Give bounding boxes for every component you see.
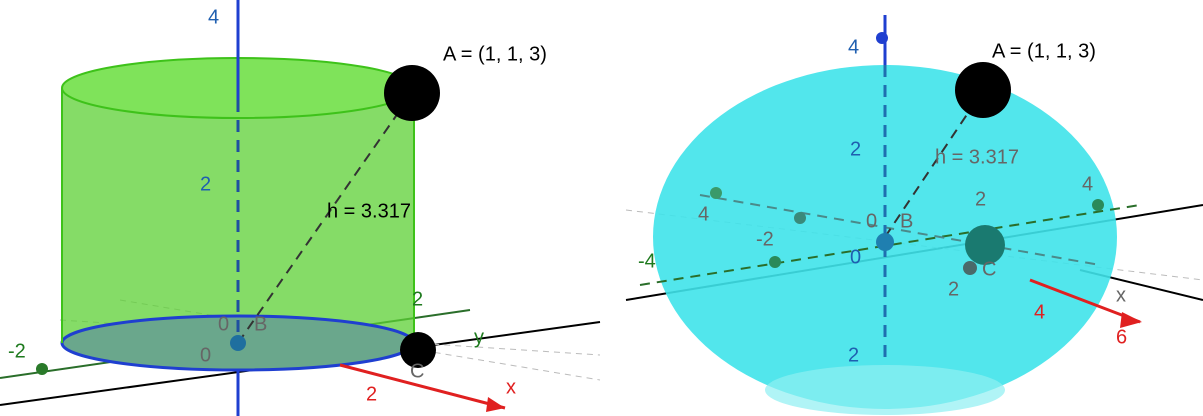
- left-view: 4 A = (1, 1, 3) 2 h = 3.317 2 0 B y -2 0…: [0, 0, 601, 416]
- axis-label: x: [1116, 284, 1126, 306]
- point-a: [384, 65, 440, 121]
- axis-label: 4: [1082, 173, 1093, 195]
- axis-label: 0: [866, 210, 877, 232]
- point-a: [955, 62, 1011, 118]
- axis-label: -4: [638, 250, 656, 272]
- axis-label: 2: [412, 288, 423, 310]
- tick-point: [710, 187, 722, 199]
- tick-point: [794, 212, 806, 224]
- axis-label: y: [474, 326, 484, 348]
- axis-label: 4: [1034, 301, 1045, 323]
- axis-label: 2: [975, 188, 986, 210]
- tick-point: [963, 261, 977, 275]
- segment-label: h = 3.317: [935, 146, 1019, 168]
- axis-label: 4: [698, 203, 709, 225]
- point-label: A = (1, 1, 3): [443, 43, 547, 65]
- point-c: [400, 332, 436, 368]
- axis-label: 0: [200, 344, 211, 366]
- tick-point: [769, 256, 781, 268]
- axis-label: 2: [850, 138, 861, 160]
- segment-h: [884, 94, 981, 238]
- x-axis: [339, 363, 506, 410]
- axis-label: 2: [366, 383, 377, 405]
- point-label: A = (1, 1, 3): [992, 40, 1096, 62]
- tick-point: [36, 363, 48, 375]
- axis-label: 4: [848, 36, 859, 58]
- point-label: C: [410, 360, 424, 382]
- sphere-cap: [765, 365, 1005, 415]
- right-view: 4 A = (1, 1, 3) 2 h = 3.317 4 4 2 -2 0 B…: [625, 15, 1203, 415]
- axis-label: 2: [200, 173, 211, 195]
- axis-label: 4: [208, 6, 219, 28]
- axis-label: 0: [218, 313, 229, 335]
- axis-label: -2: [756, 228, 774, 250]
- tick-point: [876, 32, 888, 44]
- arrow: [1120, 312, 1142, 328]
- point-b: [230, 335, 246, 351]
- arrow: [486, 397, 505, 412]
- axis-label: x: [506, 376, 516, 398]
- axis-label: 0: [850, 246, 861, 268]
- axis-label: -2: [8, 340, 26, 362]
- point-label: C: [982, 258, 996, 280]
- point-label: B: [254, 313, 267, 335]
- axis-label: 2: [848, 344, 859, 366]
- point-b: [876, 233, 894, 251]
- axis-label: 2: [948, 278, 959, 300]
- segment-label: h = 3.317: [327, 200, 411, 222]
- point-c: [965, 225, 1005, 265]
- tick-point: [1092, 199, 1104, 211]
- axis-label: 6: [1116, 326, 1127, 348]
- point-label: B: [900, 210, 913, 232]
